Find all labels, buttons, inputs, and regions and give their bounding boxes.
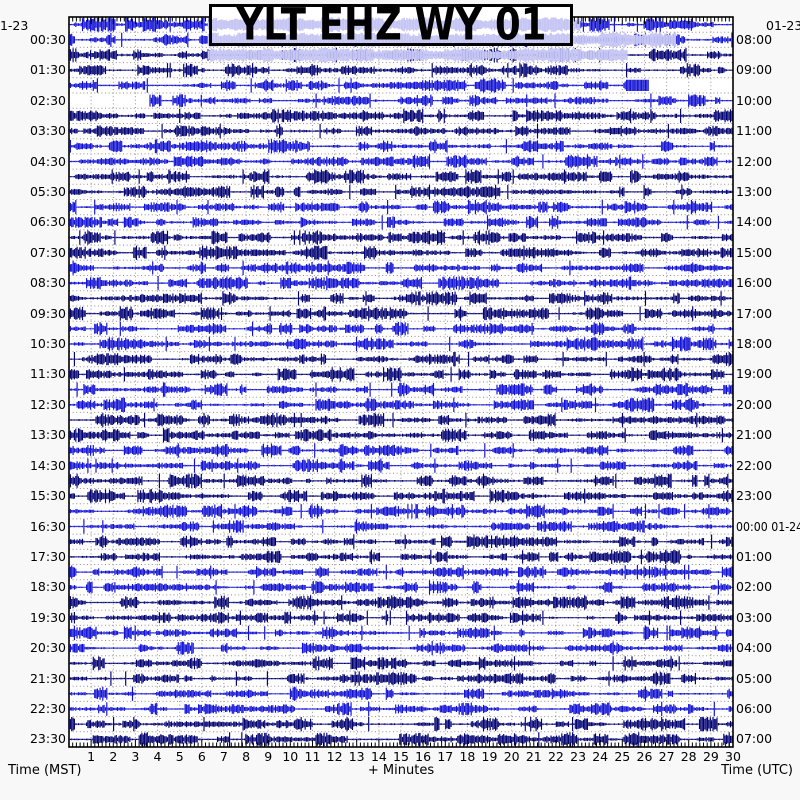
left-time-label: 17:30 <box>29 548 66 564</box>
minute-label: 11 <box>304 749 321 764</box>
left-time-label: 11:30 <box>29 366 66 382</box>
date-top-right: 01-23 <box>766 18 800 33</box>
minute-label: 8 <box>242 749 251 764</box>
minute-label: 1 <box>87 749 96 764</box>
left-time-label: 01:30 <box>29 62 66 78</box>
right-time-label: 17:00 <box>736 305 773 321</box>
minute-label: 2 <box>109 749 118 764</box>
axis-caption-minutes: + Minutes <box>367 763 435 778</box>
right-time-label: 12:00 <box>736 153 773 169</box>
left-time-label: 03:30 <box>29 123 66 139</box>
right-time-label: 22:00 <box>736 457 773 473</box>
right-time-label: 00:00 01-24 <box>736 518 800 534</box>
title-box: YLT EHZ WY 01 <box>209 0 573 51</box>
minute-label: 13 <box>348 749 365 764</box>
minute-label: 16 <box>415 749 432 764</box>
minute-label: 21 <box>525 749 542 764</box>
minute-label: 17 <box>437 749 454 764</box>
right-time-label: 03:00 <box>736 609 773 625</box>
minute-label: 5 <box>175 749 184 764</box>
left-time-label: 14:30 <box>29 457 66 473</box>
right-time-label: 16:00 <box>736 275 773 291</box>
right-time-label: 08:00 <box>736 31 773 47</box>
left-time-label: 13:30 <box>29 427 66 443</box>
minute-label: 6 <box>197 749 206 764</box>
right-time-label: 18:00 <box>736 336 773 351</box>
left-time-label: 19:30 <box>29 609 66 625</box>
minute-label: 25 <box>614 749 631 764</box>
right-time-label: 02:00 <box>736 579 773 595</box>
minute-label: 30 <box>725 749 741 764</box>
minute-label: 20 <box>503 749 520 764</box>
minute-label: 12 <box>326 749 343 764</box>
left-time-label: 18:30 <box>29 579 66 595</box>
minute-label: 22 <box>547 749 564 764</box>
left-time-label: 22:30 <box>29 701 66 716</box>
minute-label: 14 <box>370 749 387 764</box>
left-time-label: 10:30 <box>29 336 66 351</box>
left-time-label: 15:30 <box>29 488 66 504</box>
left-time-label: 12:30 <box>29 396 66 412</box>
left-time-label: 05:30 <box>29 183 66 199</box>
left-time-label: 07:30 <box>29 244 66 260</box>
page-title: YLT EHZ WY 01 <box>236 0 546 51</box>
right-time-label: 20:00 <box>736 396 773 412</box>
minute-label: 15 <box>393 749 409 764</box>
minute-label: 29 <box>702 749 719 764</box>
right-time-label: 01:00 <box>736 548 773 564</box>
right-time-label: 09:00 <box>736 62 773 78</box>
minute-label: 3 <box>131 749 140 764</box>
minute-label: 7 <box>219 749 228 764</box>
left-time-label: 00:30 <box>29 31 66 47</box>
minute-label: 23 <box>570 749 587 764</box>
minute-label: 18 <box>459 749 476 764</box>
axis-caption-utc: Time (UTC) <box>721 763 793 778</box>
left-time-label: 20:30 <box>29 640 66 656</box>
axis-caption-mst: Time (MST) <box>8 763 82 778</box>
right-time-label: 13:00 <box>736 183 773 199</box>
left-time-label: 08:30 <box>29 275 66 291</box>
right-time-label: 19:00 <box>736 366 773 382</box>
right-time-label: 23:00 <box>736 488 773 504</box>
right-time-label: 06:00 <box>736 701 773 716</box>
right-time-label: 05:00 <box>736 670 773 686</box>
right-time-label: 14:00 <box>736 214 773 230</box>
minute-label: 10 <box>282 749 299 764</box>
right-time-label: 11:00 <box>736 123 773 139</box>
minute-label: 28 <box>680 749 697 764</box>
minute-label: 24 <box>592 749 609 764</box>
left-time-label: 06:30 <box>29 214 66 230</box>
right-time-label: 10:00 <box>736 92 773 108</box>
right-time-label: 21:00 <box>736 427 773 443</box>
minute-label: 27 <box>658 749 675 764</box>
minute-label: 4 <box>153 749 162 764</box>
right-time-label: 04:00 <box>736 640 773 656</box>
minute-label: 9 <box>264 749 273 764</box>
minute-label: 26 <box>636 749 653 764</box>
left-time-label: 21:30 <box>29 670 66 686</box>
left-time-label: 16:30 <box>29 518 66 534</box>
left-time-label: 02:30 <box>29 92 66 108</box>
right-time-label: 07:00 <box>736 731 773 747</box>
date-top-left: 01-23 <box>0 18 29 33</box>
left-time-label: 23:30 <box>29 731 66 747</box>
left-time-label: 04:30 <box>29 153 66 169</box>
right-time-label: 15:00 <box>736 244 773 260</box>
minute-label: 19 <box>481 749 498 764</box>
left-time-label: 09:30 <box>29 305 66 321</box>
